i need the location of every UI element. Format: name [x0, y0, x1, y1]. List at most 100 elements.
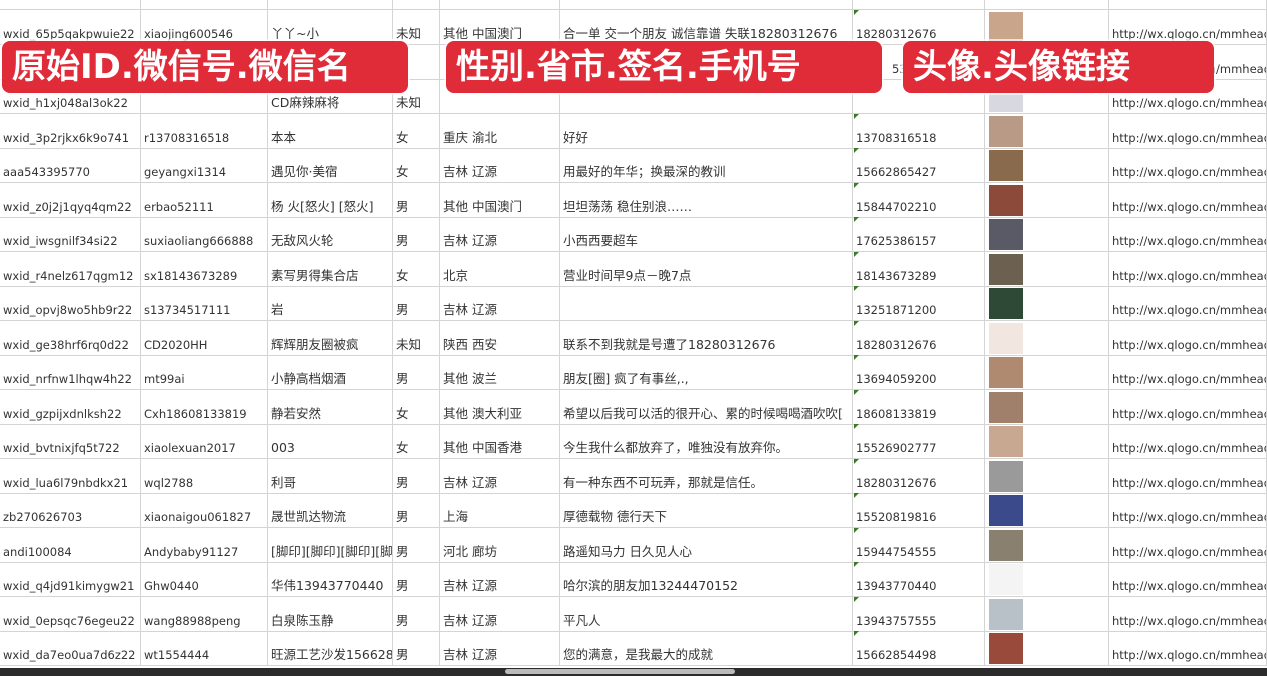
cell-gender[interactable]: 女: [393, 389, 440, 425]
cell-name[interactable]: 本本: [268, 113, 393, 149]
cell-region[interactable]: [440, 79, 560, 114]
cell-signature[interactable]: [560, 79, 853, 114]
cell-url[interactable]: http://wx.qlogo.cn/mmhead: [1109, 182, 1267, 218]
cell-region[interactable]: 其他 中国香港: [440, 424, 560, 459]
cell-wechat[interactable]: suxiaoliang666888: [141, 217, 268, 252]
cell-id[interactable]: wxid_z0j2j1qyq4qm22: [0, 182, 141, 218]
cell-wechat[interactable]: wang88988peng: [141, 596, 268, 632]
cell-region[interactable]: 吉林 辽源: [440, 148, 560, 183]
cell-wechat[interactable]: xiaojing600546: [141, 10, 268, 45]
cell-signature[interactable]: 今生我什么都放弃了，唯独没有放弃你。: [560, 424, 853, 459]
cell-region[interactable]: 重庆 渝北: [440, 113, 560, 149]
cell-wechat[interactable]: wql2788: [141, 458, 268, 494]
cell-url[interactable]: http://wx.qlogo.cn/mmhead: [1109, 113, 1267, 149]
cell-phone[interactable]: 15526902777: [853, 424, 985, 459]
cell-region[interactable]: 北京: [440, 251, 560, 287]
horizontal-scrollbar[interactable]: [505, 669, 735, 674]
cell-name[interactable]: 素写男得集合店: [268, 251, 393, 287]
cell-name[interactable]: 丫丫~小: [268, 10, 393, 45]
cell-gender[interactable]: 男: [393, 355, 440, 390]
cell-signature[interactable]: 用最好的年华；换最深的教训: [560, 148, 853, 183]
cell-avatar[interactable]: [985, 631, 1109, 666]
cell-name[interactable]: 辉辉朋友圈被疯: [268, 320, 393, 356]
cell-avatar[interactable]: [985, 320, 1109, 356]
cell-phone[interactable]: 17625386157: [853, 217, 985, 252]
cell-phone[interactable]: 18143673289: [853, 251, 985, 287]
cell-region[interactable]: 其他 中国澳门: [440, 182, 560, 218]
cell-signature[interactable]: 有一种东西不可玩弄，那就是信任。: [560, 458, 853, 494]
cell-region[interactable]: 吉林 辽源: [440, 458, 560, 494]
cell-phone[interactable]: 15662865427: [853, 148, 985, 183]
cell-name[interactable]: 杨 火[怒火] [怒火]: [268, 182, 393, 218]
cell-region[interactable]: 其他 波兰: [440, 355, 560, 390]
cell-name[interactable]: 华伟13943770440: [268, 562, 393, 597]
cell-id[interactable]: wxid_h1xj048al3ok22: [0, 79, 141, 114]
cell-avatar[interactable]: [985, 10, 1109, 45]
cell-id[interactable]: wxid_iwsgnilf34si22: [0, 217, 141, 252]
cell-signature[interactable]: 平凡人: [560, 596, 853, 632]
cell-signature[interactable]: 哈尔滨的朋友加13244470152: [560, 562, 853, 597]
cell-name[interactable]: 利哥: [268, 458, 393, 494]
cell-url[interactable]: http://wx.qlogo.cn/mmhead: [1109, 562, 1267, 597]
cell-region[interactable]: 河北 廊坊: [440, 527, 560, 563]
cell-signature[interactable]: 路遥知马力 日久见人心: [560, 527, 853, 563]
cell-phone[interactable]: 18280312676: [853, 320, 985, 356]
cell-gender[interactable]: 女: [393, 251, 440, 287]
cell-avatar[interactable]: [985, 355, 1109, 390]
cell-url[interactable]: http://wx.qlogo.cn/mmhead: [1109, 527, 1267, 563]
cell-gender[interactable]: 女: [393, 113, 440, 149]
cell-url[interactable]: http://wx.qlogo.cn/mmhead: [1109, 251, 1267, 287]
cell-avatar[interactable]: [985, 458, 1109, 494]
cell-id[interactable]: wxid_ge38hrf6rq0d22: [0, 320, 141, 356]
cell-url[interactable]: http://wx.qlogo.cn/mmhead: [1109, 355, 1267, 390]
cell-url[interactable]: http://wx.qlogo.cn/mmhead: [1109, 286, 1267, 321]
header-cell[interactable]: [0, 0, 141, 10]
cell-wechat[interactable]: CD2020HH: [141, 320, 268, 356]
cell-region[interactable]: 吉林 辽源: [440, 286, 560, 321]
cell-region[interactable]: 上海: [440, 493, 560, 528]
cell-phone[interactable]: 13251871200: [853, 286, 985, 321]
cell-url[interactable]: http://wx.qlogo.cn/mmhead: [1109, 320, 1267, 356]
cell-phone[interactable]: 18608133819: [853, 389, 985, 425]
cell-gender[interactable]: 男: [393, 631, 440, 666]
cell-url[interactable]: http://wx.qlogo.cn/mmhead: [1109, 596, 1267, 632]
header-cell[interactable]: [268, 0, 393, 10]
cell-phone[interactable]: 13708316518: [853, 113, 985, 149]
header-cell[interactable]: [440, 0, 560, 10]
cell-gender[interactable]: 未知: [393, 320, 440, 356]
header-cell[interactable]: [985, 0, 1109, 10]
cell-id[interactable]: wxid_gzpijxdnlksh22: [0, 389, 141, 425]
cell-wechat[interactable]: wt1554444: [141, 631, 268, 666]
cell-id[interactable]: wxid_q4jd91kimygw21: [0, 562, 141, 597]
cell-name[interactable]: [脚印][脚印][脚印][脚E: [268, 527, 393, 563]
cell-wechat[interactable]: Ghw0440: [141, 562, 268, 597]
cell-url[interactable]: http://wx.qlogo.cn/mmhead: [1109, 148, 1267, 183]
cell-avatar[interactable]: [985, 424, 1109, 459]
cell-avatar[interactable]: [985, 389, 1109, 425]
cell-wechat[interactable]: erbao52111: [141, 182, 268, 218]
cell-url[interactable]: http://wx.qlogo.cn/mmhead: [1109, 493, 1267, 528]
cell-avatar[interactable]: [985, 251, 1109, 287]
cell-url[interactable]: http://wx.qlogo.cn/mmhead: [1109, 217, 1267, 252]
cell-phone[interactable]: 15844702210: [853, 182, 985, 218]
cell-gender[interactable]: 未知: [393, 79, 440, 114]
cell-region[interactable]: 吉林 辽源: [440, 631, 560, 666]
cell-gender[interactable]: 女: [393, 424, 440, 459]
cell-signature[interactable]: 您的满意，是我最大的成就: [560, 631, 853, 666]
cell-gender[interactable]: 男: [393, 286, 440, 321]
cell-name[interactable]: 岩: [268, 286, 393, 321]
cell-avatar[interactable]: [985, 596, 1109, 632]
cell-wechat[interactable]: mt99ai: [141, 355, 268, 390]
cell-signature[interactable]: 希望以后我可以活的很开心、累的时候喝喝酒吹吹[: [560, 389, 853, 425]
cell-wechat[interactable]: Andybaby91127: [141, 527, 268, 563]
cell-signature[interactable]: 坦坦荡荡 稳住别浪……: [560, 182, 853, 218]
cell-region[interactable]: 吉林 辽源: [440, 217, 560, 252]
cell-id[interactable]: wxid_65p5qakpwuie22: [0, 10, 141, 45]
cell-name[interactable]: 白泉陈玉静: [268, 596, 393, 632]
cell-phone[interactable]: 13694059200: [853, 355, 985, 390]
cell-signature[interactable]: 联系不到我就是号遭了18280312676: [560, 320, 853, 356]
cell-wechat[interactable]: xiaonaigou061827: [141, 493, 268, 528]
cell-region[interactable]: 吉林 辽源: [440, 562, 560, 597]
cell-id[interactable]: wxid_nrfnw1lhqw4h22: [0, 355, 141, 390]
cell-gender[interactable]: 男: [393, 527, 440, 563]
